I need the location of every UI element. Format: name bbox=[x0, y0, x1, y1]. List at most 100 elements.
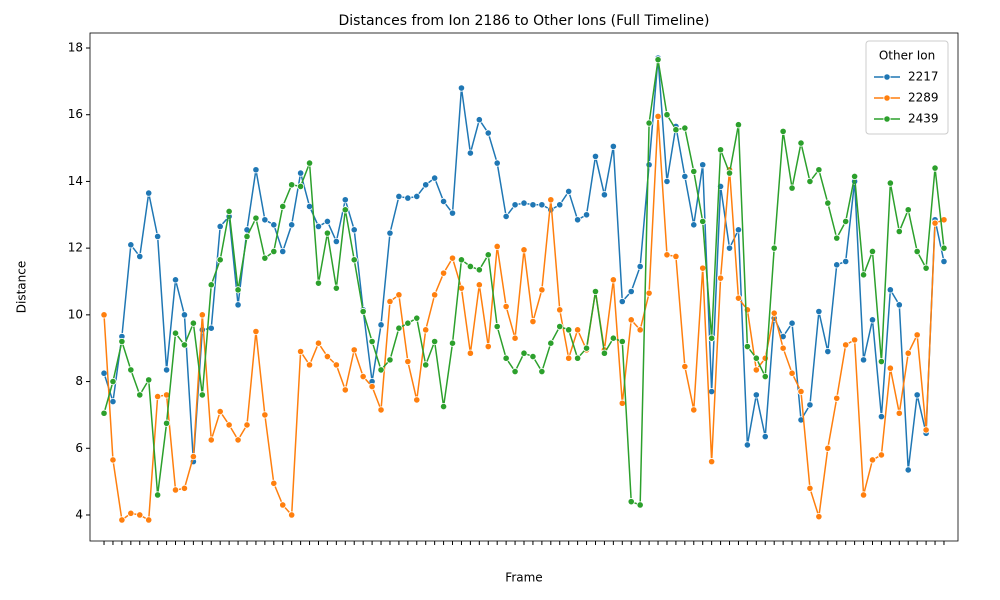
series-marker bbox=[314, 222, 323, 231]
series-marker bbox=[457, 256, 466, 264]
series-marker bbox=[636, 501, 644, 509]
series-marker bbox=[377, 321, 385, 329]
series-marker bbox=[288, 511, 296, 519]
series-marker bbox=[439, 197, 448, 206]
series-marker bbox=[922, 426, 930, 434]
series-marker bbox=[618, 399, 626, 407]
series-marker bbox=[877, 451, 886, 459]
series-marker bbox=[645, 289, 653, 297]
series-marker bbox=[511, 201, 519, 209]
series-marker bbox=[520, 246, 528, 254]
series-marker bbox=[690, 406, 698, 414]
x-axis-label: Frame bbox=[505, 571, 542, 585]
series-marker bbox=[913, 247, 921, 256]
series-marker bbox=[234, 301, 242, 309]
series-marker bbox=[297, 182, 305, 191]
series-marker bbox=[109, 397, 117, 406]
series-marker bbox=[475, 266, 483, 274]
y-tick-label: 10 bbox=[68, 307, 83, 321]
series-marker bbox=[868, 247, 877, 256]
series-marker bbox=[261, 216, 269, 224]
series-marker bbox=[216, 222, 224, 231]
series-marker bbox=[690, 221, 698, 229]
series-marker bbox=[529, 352, 537, 361]
series-marker bbox=[877, 357, 886, 366]
series-marker bbox=[529, 201, 537, 209]
series-marker bbox=[752, 391, 760, 399]
series-marker bbox=[931, 219, 939, 227]
series-marker bbox=[609, 276, 617, 284]
series-marker bbox=[770, 309, 778, 317]
series-marker bbox=[145, 516, 153, 524]
series-marker bbox=[743, 441, 751, 449]
series-marker bbox=[734, 226, 743, 234]
series-marker bbox=[350, 226, 358, 234]
series-marker bbox=[538, 201, 546, 209]
series-marker bbox=[145, 376, 153, 384]
series-marker bbox=[171, 329, 180, 337]
legend-box bbox=[865, 40, 949, 135]
y-tick-label: 8 bbox=[75, 374, 83, 388]
legend-label: 2289 bbox=[908, 91, 939, 105]
series-marker bbox=[305, 361, 314, 369]
series-marker bbox=[118, 337, 126, 346]
series-marker bbox=[609, 334, 617, 342]
series-marker bbox=[386, 356, 394, 364]
series-marker bbox=[636, 262, 644, 271]
series-marker bbox=[466, 149, 474, 157]
series-marker bbox=[815, 166, 823, 174]
series-marker bbox=[279, 247, 287, 256]
series-marker bbox=[359, 307, 367, 316]
series-marker bbox=[431, 337, 439, 346]
series-marker bbox=[574, 216, 582, 224]
series-marker bbox=[645, 161, 653, 169]
series-marker bbox=[806, 177, 814, 186]
series-marker bbox=[368, 337, 376, 346]
series-marker bbox=[824, 444, 832, 452]
series-marker bbox=[413, 192, 421, 201]
series-marker bbox=[895, 227, 903, 236]
series-marker bbox=[145, 189, 153, 197]
legend-marker bbox=[883, 73, 891, 81]
series-marker bbox=[422, 181, 430, 189]
series-marker bbox=[341, 196, 349, 204]
series-marker bbox=[591, 287, 600, 296]
series-marker bbox=[252, 327, 260, 336]
series-marker bbox=[618, 337, 626, 346]
series-marker bbox=[591, 152, 600, 161]
series-marker bbox=[663, 251, 671, 259]
series-marker bbox=[761, 372, 769, 381]
series-marker bbox=[752, 354, 760, 362]
series-marker bbox=[386, 229, 394, 237]
series-marker bbox=[842, 217, 850, 226]
series-marker bbox=[699, 161, 707, 169]
series-marker bbox=[556, 322, 564, 331]
series-marker bbox=[359, 372, 367, 381]
series-marker bbox=[877, 412, 886, 421]
series-marker bbox=[297, 169, 305, 177]
series-marker bbox=[913, 331, 921, 339]
series-marker bbox=[859, 271, 868, 279]
legend-title: Other Ion bbox=[879, 49, 935, 63]
series-marker bbox=[815, 513, 823, 521]
series-marker bbox=[216, 256, 224, 264]
series-marker bbox=[788, 184, 796, 192]
series-marker bbox=[582, 344, 591, 352]
series-marker bbox=[708, 334, 716, 342]
legend-label: 2439 bbox=[908, 112, 939, 126]
series-marker bbox=[207, 324, 215, 332]
series-marker bbox=[198, 311, 206, 319]
series-marker bbox=[297, 347, 305, 356]
series-marker bbox=[413, 396, 421, 404]
series-marker bbox=[672, 126, 680, 134]
series-marker bbox=[743, 342, 751, 351]
series-marker bbox=[484, 129, 492, 137]
series-marker bbox=[806, 484, 814, 492]
series-marker bbox=[770, 244, 778, 252]
series-marker bbox=[404, 319, 412, 327]
series-marker bbox=[645, 119, 653, 127]
series-marker bbox=[859, 491, 868, 499]
series-marker bbox=[725, 169, 734, 177]
series-marker bbox=[162, 419, 171, 427]
series-marker bbox=[654, 112, 662, 120]
